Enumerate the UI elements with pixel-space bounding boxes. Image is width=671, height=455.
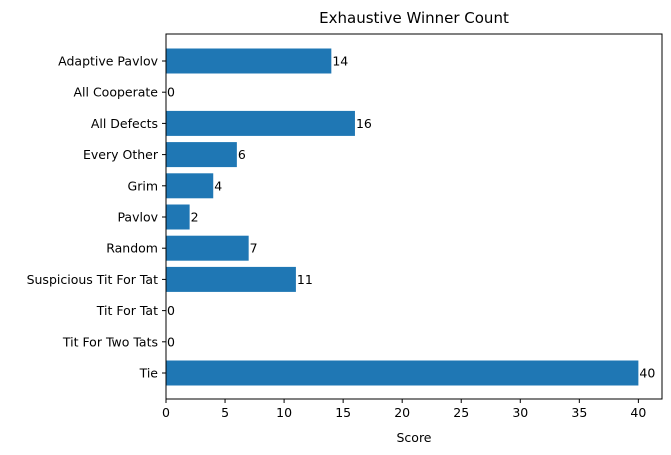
bar: [166, 173, 214, 199]
labels-group: 14 0 16 6 4 2 7 11 0 0 40: [167, 54, 655, 381]
bar: [166, 204, 190, 230]
y-tick-label: Every Other: [83, 147, 159, 162]
y-tick-label: Random: [106, 241, 158, 256]
x-axis-label: Score: [396, 430, 431, 445]
y-tick-label: Pavlov: [117, 210, 158, 225]
data-label: 14: [332, 54, 348, 69]
y-tick-label: Tie: [139, 366, 159, 381]
data-label: 11: [297, 272, 313, 287]
y-axis: Adaptive Pavlov All Cooperate All Defects E…: [27, 54, 166, 381]
data-label: 0: [167, 303, 175, 318]
data-label: 0: [167, 85, 175, 100]
chart-title: Exhaustive Winner Count: [319, 9, 509, 27]
data-label: 2: [191, 210, 199, 225]
y-tick-label: Tit For Two Tats: [62, 334, 158, 349]
bar: [166, 48, 332, 74]
data-label: 16: [356, 116, 372, 131]
bar: [166, 235, 249, 261]
x-tick-label: 15: [335, 405, 351, 420]
x-tick-label: 40: [630, 405, 646, 420]
bar: [166, 360, 639, 386]
y-tick-label: Tit For Tat: [96, 303, 158, 318]
x-tick-label: 0: [162, 405, 170, 420]
x-tick-label: 5: [221, 405, 229, 420]
y-tick-label: All Defects: [91, 116, 158, 131]
data-label: 6: [238, 147, 246, 162]
x-tick-label: 30: [512, 405, 528, 420]
x-tick-label: 35: [571, 405, 587, 420]
plot-frame: [165, 33, 663, 400]
bar: [166, 142, 237, 168]
y-tick-label: Grim: [128, 178, 158, 193]
x-tick-label: 20: [394, 405, 410, 420]
bar: [166, 110, 355, 136]
x-axis: 0 5 10 15 20 25 30 35 40: [162, 399, 646, 420]
y-tick-label: Adaptive Pavlov: [58, 54, 158, 69]
x-tick-label: 10: [276, 405, 292, 420]
data-label: 0: [167, 334, 175, 349]
x-tick-label: 25: [453, 405, 469, 420]
data-label: 4: [214, 178, 222, 193]
y-tick-label: All Cooperate: [73, 85, 158, 100]
y-tick-label: Suspicious Tit For Tat: [27, 272, 159, 287]
bars-group: [166, 48, 639, 386]
data-label: 7: [250, 241, 258, 256]
data-label: 40: [639, 366, 655, 381]
bar: [166, 266, 296, 292]
